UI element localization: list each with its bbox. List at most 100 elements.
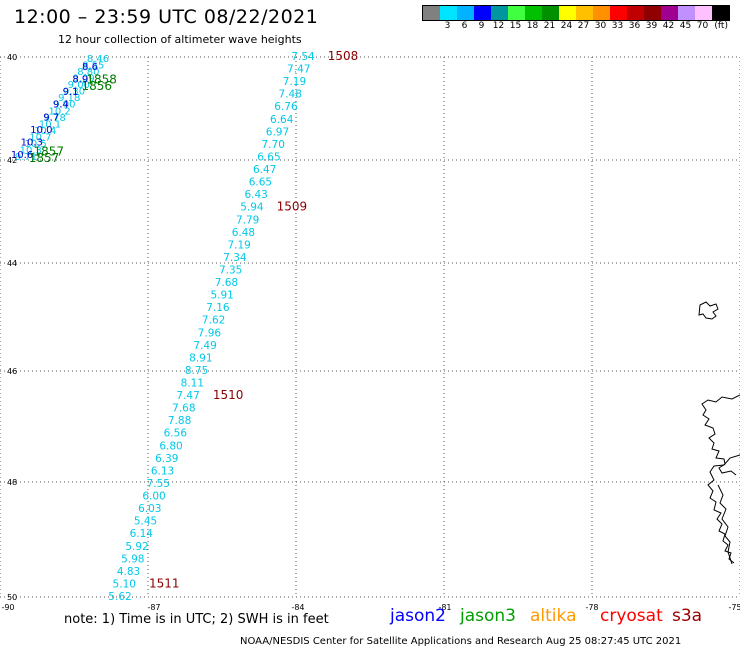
- wave-height-value: 10.7: [29, 132, 51, 143]
- wave-height-value: 7.47: [176, 390, 199, 402]
- footer-credit: NOAA/NESDIS Center for Satellite Applica…: [240, 636, 682, 647]
- wave-height-value: 6.39: [155, 453, 178, 465]
- lon-label: -87: [147, 603, 160, 612]
- wave-height-value: 6.76: [274, 101, 298, 113]
- wave-height-value: 4.83: [117, 566, 140, 578]
- wave-height-value: 10.6: [11, 150, 33, 161]
- wave-height-value: 10.5: [24, 139, 46, 150]
- lon-label: -84: [291, 603, 304, 612]
- wave-height-value: 8.6: [82, 62, 98, 73]
- map-grid: [0, 56, 740, 598]
- wave-height-value: 10.3: [21, 137, 43, 148]
- wave-height-value: 9.4: [53, 100, 69, 111]
- axis-labels: 40 42 44 46 48 50-90 -87 -84 -81 -78 -75: [1, 53, 740, 612]
- wave-height-value: 9.7: [43, 112, 59, 123]
- time-label: 1509: [277, 200, 308, 214]
- wave-height-value: 9.09: [72, 74, 94, 85]
- color-scale-unit: (ft): [714, 21, 728, 31]
- color-scale-label: 39: [645, 21, 658, 31]
- wave-height-value: 7.68: [172, 403, 195, 415]
- coastline-island-north: [698, 301, 719, 320]
- wave-height-value: 10.2: [48, 106, 70, 117]
- color-swatch-17: [712, 6, 729, 20]
- wave-height-value: 9.78: [44, 113, 66, 124]
- wave-height-value: 6.65: [257, 151, 280, 163]
- wave-height-value: 7.49: [193, 340, 216, 352]
- wave-height-value: 8.46: [87, 54, 109, 65]
- wave-height-value: 7.35: [219, 264, 242, 276]
- wave-height-value: 10.4: [34, 126, 56, 137]
- color-swatch-12: [627, 6, 644, 20]
- color-scale-bar: [422, 5, 730, 21]
- wave-height-value: 5.62: [108, 591, 131, 603]
- color-scale-label: 42: [662, 21, 675, 31]
- wave-height-value: 6.56: [164, 428, 188, 440]
- color-scale-label: 33: [611, 21, 624, 31]
- wave-height-value: 6.43: [244, 189, 267, 201]
- color-scale-label: 70: [696, 21, 709, 31]
- wave-height-value: 6.80: [159, 440, 182, 452]
- legend-s3a: s3a: [672, 606, 703, 626]
- wave-height-value: 7.19: [283, 76, 306, 88]
- time-label: 1857: [34, 144, 65, 158]
- wave-height-value: 6.64: [270, 114, 294, 126]
- altimeter-track-c: 8.68.99.19.49.710.010.310.6: [11, 62, 98, 161]
- lat-label: 46: [7, 367, 17, 376]
- legend-jason3: jason3: [460, 606, 516, 626]
- wave-height-value: 10.1: [39, 119, 61, 130]
- wave-height-value: 9.30: [63, 87, 85, 98]
- color-scale-label: 3: [444, 21, 451, 31]
- time-label: 1857: [29, 151, 60, 165]
- color-scale-label: 15: [509, 21, 522, 31]
- wave-height-value: 5.94: [240, 202, 264, 214]
- wave-height-value: 6.13: [151, 465, 174, 477]
- color-scale-labels: 3 6 9 12 15 18 21 24 27 30 33 36 39 42 45 70 (ft): [422, 21, 740, 33]
- map-subtitle: 12 hour collection of altimeter wave hei…: [58, 33, 302, 46]
- color-swatch-5: [508, 6, 525, 20]
- color-scale-label: 6: [461, 21, 468, 31]
- wave-height-value: 7.68: [215, 277, 238, 289]
- color-swatch-6: [525, 6, 542, 20]
- color-scale-label: 27: [577, 21, 590, 31]
- coastline-mainland-upper: [701, 394, 740, 476]
- wave-height-value: 6.14: [130, 528, 154, 540]
- color-swatch-3: [474, 6, 491, 20]
- wave-height-value: 8.11: [181, 378, 204, 390]
- wave-height-value: 10.3: [20, 145, 42, 156]
- time-label: 1511: [149, 576, 180, 590]
- wave-height-value: 7.96: [198, 327, 222, 339]
- time-label: 1508: [328, 49, 359, 63]
- legend-cryosat: cryosat: [600, 606, 663, 626]
- color-scale-label: 24: [560, 21, 573, 31]
- color-swatch-10: [593, 6, 610, 20]
- color-swatch-7: [542, 6, 559, 20]
- wave-height-value: 10.0: [30, 125, 52, 136]
- legend-altika: altika: [530, 606, 577, 626]
- wave-height-value: 6.47: [253, 164, 276, 176]
- wave-height-value: 8.75: [185, 365, 208, 377]
- color-scale-label: 30: [594, 21, 607, 31]
- coastline: [698, 301, 740, 565]
- time-label: 1858: [86, 73, 117, 87]
- wave-height-value: 7.34: [223, 252, 247, 264]
- lon-label: -90: [1, 603, 14, 612]
- time-label: 1510: [213, 388, 244, 402]
- color-scale-label: 12: [492, 21, 505, 31]
- color-swatch-11: [610, 6, 627, 20]
- wave-height-value: 8.55: [82, 61, 104, 72]
- lon-label: -75: [728, 603, 740, 612]
- color-swatch-15: [678, 6, 695, 20]
- color-swatch-1: [440, 6, 457, 20]
- wave-height-value: 5.92: [125, 541, 148, 553]
- wave-height-value: 9.18: [58, 93, 80, 104]
- color-swatch-14: [661, 6, 678, 20]
- color-scale-label: 36: [628, 21, 641, 31]
- wave-height-value: 7.62: [202, 315, 225, 327]
- wave-height-value: 7.47: [287, 64, 310, 76]
- footer-note: note: 1) Time is in UTC; 2) SWH is in fe…: [64, 612, 329, 627]
- wave-height-value: 7.48: [279, 89, 302, 101]
- lon-label: -78: [585, 603, 598, 612]
- color-swatch-13: [644, 6, 661, 20]
- color-swatch-4: [491, 6, 508, 20]
